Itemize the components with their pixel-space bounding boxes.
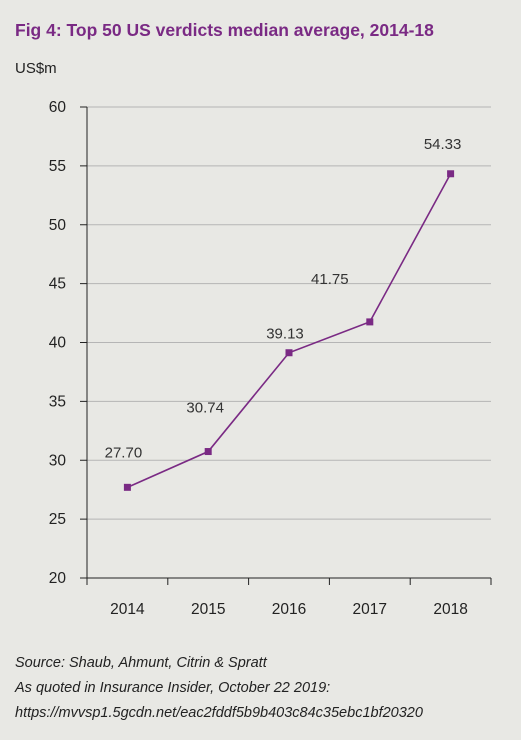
y-tick-label: 45 — [49, 276, 66, 293]
quoted-in-line: As quoted in Insurance Insider, October … — [15, 680, 331, 696]
y-tick-label: 25 — [49, 511, 66, 528]
x-tick-label: 2018 — [433, 601, 467, 618]
y-tick-label: 20 — [49, 570, 67, 587]
data-point-marker — [285, 349, 293, 357]
data-point-marker — [204, 448, 212, 456]
y-tick-label: 30 — [49, 452, 67, 469]
source-note: Source: Shaub, Ahmunt, Citrin & Spratt A… — [15, 651, 423, 726]
data-label: 54.33 — [424, 136, 462, 153]
x-tick-label: 2015 — [191, 601, 225, 618]
data-point-marker — [447, 170, 455, 178]
y-tick-label: 35 — [49, 393, 66, 410]
y-tick-label: 55 — [49, 158, 66, 175]
x-tick-label: 2014 — [110, 601, 145, 618]
y-tick-label: 40 — [49, 335, 67, 352]
chart-title: Fig 4: Top 50 US verdicts median average… — [15, 20, 434, 40]
data-point-marker — [366, 318, 374, 326]
data-point-marker — [123, 483, 131, 491]
source-url: https://mvvsp1.5gcdn.net/eac2fddf5b9b403… — [15, 705, 423, 721]
data-label: 27.70 — [105, 444, 143, 461]
data-label: 41.75 — [311, 271, 349, 288]
y-tick-label: 50 — [49, 217, 67, 234]
x-tick-label: 2017 — [353, 601, 387, 618]
y-axis-unit-label: US$m — [15, 60, 57, 77]
y-tick-label: 60 — [49, 99, 67, 116]
x-tick-label: 2016 — [272, 601, 306, 618]
source-line: Source: Shaub, Ahmunt, Citrin & Spratt — [15, 655, 267, 671]
data-label: 30.74 — [186, 400, 224, 417]
data-label: 39.13 — [266, 326, 304, 343]
